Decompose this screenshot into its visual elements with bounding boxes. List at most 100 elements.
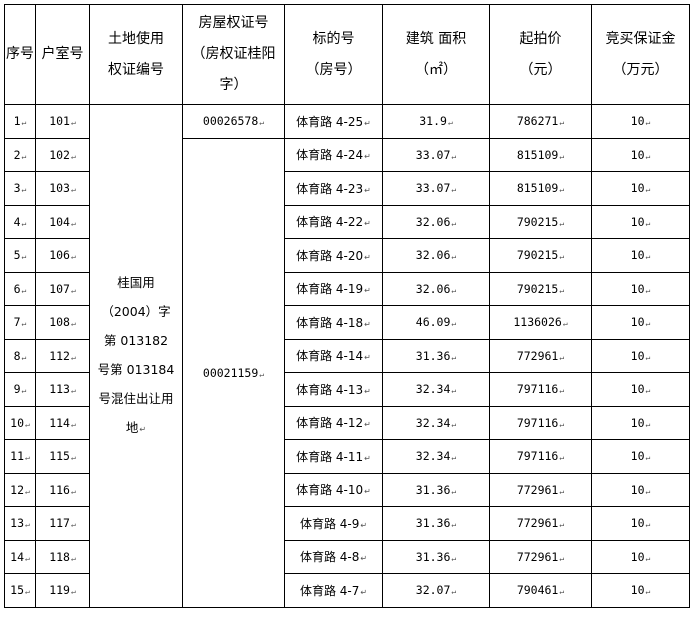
- lot-cell: 体育路 4-12: [284, 405, 383, 440]
- lot-cell: 体育路 4-19: [284, 271, 383, 306]
- price-cell: 790215: [489, 238, 592, 273]
- area-cell: 31.36: [382, 539, 490, 574]
- room-cell: 104: [35, 204, 90, 239]
- table-row: 15119 体育路 4-732.0779046110: [4, 573, 690, 608]
- price-cell: 790215: [489, 271, 592, 306]
- area-cell: 32.34: [382, 405, 490, 440]
- header-lot: 标的号（房号）: [284, 4, 383, 105]
- table-row: 7108 体育路 4-1846.09113602610: [4, 305, 690, 340]
- lot-cell: 体育路 4-10: [284, 472, 383, 507]
- table-row: 11115 体育路 4-1132.3479711610: [4, 439, 690, 474]
- room-cell: 108: [35, 305, 90, 340]
- seq-cell: 5: [4, 238, 36, 273]
- seq-cell: 8: [4, 338, 36, 373]
- header-deposit: 竞买保证金（万元）: [591, 4, 690, 105]
- area-cell: 32.06: [382, 204, 490, 239]
- header-room: 户室号: [35, 4, 90, 105]
- table-row: 14118 体育路 4-831.3677296110: [4, 539, 690, 574]
- seq-cell: 4: [4, 204, 36, 239]
- table-row: 4104 体育路 4-2232.0679021510: [4, 204, 690, 239]
- deposit-cell: 10: [591, 539, 690, 574]
- area-cell: 32.06: [382, 238, 490, 273]
- area-cell: 31.36: [382, 472, 490, 507]
- deposit-cell: 10: [591, 305, 690, 340]
- lot-cell: 体育路 4-7: [284, 573, 383, 608]
- seq-cell: 2: [4, 137, 36, 172]
- land-cert-cell: 桂国用（2004）字第 013182 号第 013184 号混住出让用地: [89, 104, 183, 608]
- seq-cell: 13: [4, 506, 36, 541]
- room-cell: 117: [35, 506, 90, 541]
- room-cell: 116: [35, 472, 90, 507]
- table-row: 9113 体育路 4-1332.3479711610: [4, 372, 690, 407]
- header-area: 建筑 面积（㎡）: [382, 4, 490, 105]
- lot-cell: 体育路 4-11: [284, 439, 383, 474]
- table-row: 6107 体育路 4-1932.0679021510: [4, 271, 690, 306]
- seq-cell: 15: [4, 573, 36, 608]
- deposit-cell: 10: [591, 405, 690, 440]
- header-house-cert: 房屋权证号（房权证桂阳字）: [182, 4, 285, 105]
- price-cell: 772961: [489, 539, 592, 574]
- area-cell: 33.07: [382, 137, 490, 172]
- room-cell: 115: [35, 439, 90, 474]
- room-cell: 103: [35, 171, 90, 206]
- deposit-cell: 10: [591, 171, 690, 206]
- table-row: 1101桂国用（2004）字第 013182 号第 013184 号混住出让用地…: [4, 104, 690, 608]
- area-cell: 33.07: [382, 171, 490, 206]
- deposit-cell: 10: [591, 104, 690, 139]
- deposit-cell: 10: [591, 271, 690, 306]
- price-cell: 786271: [489, 104, 592, 139]
- room-cell: 119: [35, 573, 90, 608]
- table-row: 5106 体育路 4-2032.0679021510: [4, 238, 690, 273]
- deposit-cell: 10: [591, 372, 690, 407]
- price-cell: 815109: [489, 137, 592, 172]
- seq-cell: 3: [4, 171, 36, 206]
- lot-cell: 体育路 4-22: [284, 204, 383, 239]
- seq-cell: 10: [4, 405, 36, 440]
- seq-cell: 9: [4, 372, 36, 407]
- house-cert-cell: 00026578: [182, 104, 285, 139]
- header-row: 序号 户室号 土地使用权证编号 房屋权证号（房权证桂阳字） 标的号（房号） 建筑…: [4, 4, 690, 105]
- area-cell: 32.06: [382, 271, 490, 306]
- room-cell: 107: [35, 271, 90, 306]
- price-cell: 772961: [489, 472, 592, 507]
- lot-cell: 体育路 4-13: [284, 372, 383, 407]
- lot-cell: 体育路 4-25: [284, 104, 383, 139]
- header-price: 起拍价（元）: [489, 4, 592, 105]
- lot-cell: 体育路 4-23: [284, 171, 383, 206]
- deposit-cell: 10: [591, 573, 690, 608]
- area-cell: 31.36: [382, 506, 490, 541]
- area-cell: 32.07: [382, 573, 490, 608]
- lot-cell: 体育路 4-9: [284, 506, 383, 541]
- seq-cell: 12: [4, 472, 36, 507]
- deposit-cell: 10: [591, 338, 690, 373]
- deposit-cell: 10: [591, 506, 690, 541]
- lot-cell: 体育路 4-8: [284, 539, 383, 574]
- room-cell: 112: [35, 338, 90, 373]
- seq-cell: 7: [4, 305, 36, 340]
- header-seq: 序号: [4, 4, 36, 105]
- area-cell: 31.9: [382, 104, 490, 139]
- room-cell: 106: [35, 238, 90, 273]
- lot-cell: 体育路 4-20: [284, 238, 383, 273]
- room-cell: 118: [35, 539, 90, 574]
- area-cell: 32.34: [382, 439, 490, 474]
- room-cell: 113: [35, 372, 90, 407]
- deposit-cell: 10: [591, 439, 690, 474]
- price-cell: 797116: [489, 439, 592, 474]
- table-row: 8112 体育路 4-1431.3677296110: [4, 338, 690, 373]
- price-cell: 797116: [489, 405, 592, 440]
- price-cell: 797116: [489, 372, 592, 407]
- table-row: 13117 体育路 4-931.3677296110: [4, 506, 690, 541]
- lot-cell: 体育路 4-24: [284, 137, 383, 172]
- price-cell: 790461: [489, 573, 592, 608]
- auction-lot-table: 序号 户室号 土地使用权证编号 房屋权证号（房权证桂阳字） 标的号（房号） 建筑…: [4, 4, 690, 608]
- room-cell: 101: [35, 104, 90, 139]
- deposit-cell: 10: [591, 204, 690, 239]
- price-cell: 772961: [489, 338, 592, 373]
- area-cell: 31.36: [382, 338, 490, 373]
- area-cell: 32.34: [382, 372, 490, 407]
- price-cell: 790215: [489, 204, 592, 239]
- price-cell: 815109: [489, 171, 592, 206]
- seq-cell: 1: [4, 104, 36, 139]
- lot-cell: 体育路 4-18: [284, 305, 383, 340]
